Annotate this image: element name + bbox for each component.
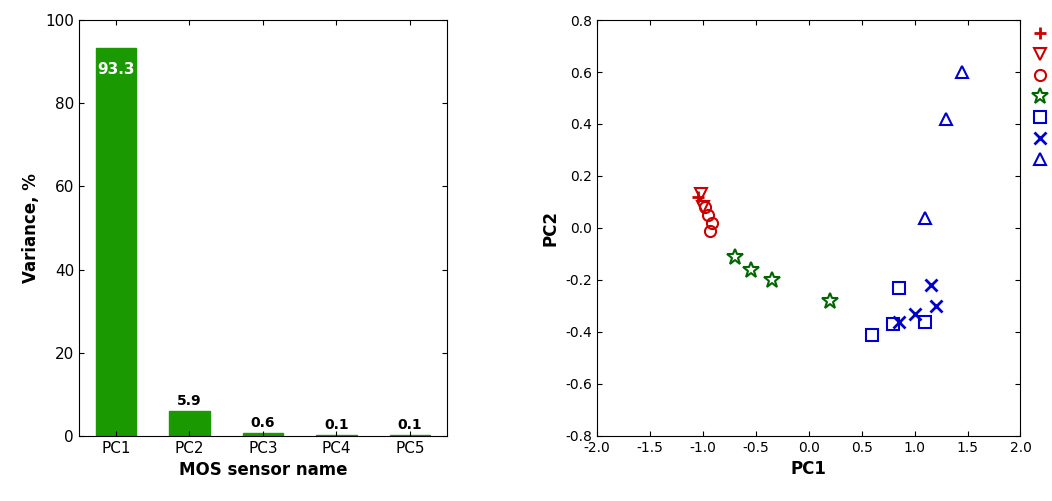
Line: 18d: 18d bbox=[919, 66, 969, 224]
Line: 6da: 6da bbox=[700, 201, 717, 236]
Line: 3da: 3da bbox=[694, 188, 709, 213]
9da bbox=[745, 267, 757, 273]
Y-axis label: Variance, %: Variance, % bbox=[22, 173, 40, 283]
9da bbox=[728, 254, 741, 260]
15d bbox=[892, 319, 905, 325]
6da bbox=[704, 227, 716, 233]
Text: 0.1: 0.1 bbox=[398, 418, 422, 432]
Legend: 1da, 3da, 6da, 9da, 12d, 15d, 18d: 1da, 3da, 6da, 9da, 12d, 15d, 18d bbox=[1025, 20, 1052, 174]
Bar bbox=[169, 411, 209, 436]
6da bbox=[702, 212, 714, 218]
Line: 15d: 15d bbox=[892, 279, 942, 328]
18d bbox=[956, 69, 969, 75]
Y-axis label: PC2: PC2 bbox=[542, 210, 560, 246]
Text: 0.1: 0.1 bbox=[324, 418, 349, 432]
12d bbox=[918, 319, 931, 325]
9da bbox=[824, 298, 836, 304]
15d bbox=[925, 282, 937, 288]
Line: 12d: 12d bbox=[867, 282, 931, 340]
12d bbox=[887, 321, 899, 327]
12d bbox=[866, 332, 878, 338]
Bar bbox=[243, 433, 283, 436]
6da bbox=[699, 204, 711, 210]
3da bbox=[696, 204, 709, 210]
Line: 9da: 9da bbox=[727, 248, 838, 309]
Text: 93.3: 93.3 bbox=[97, 63, 135, 78]
18d bbox=[918, 214, 931, 220]
X-axis label: PC1: PC1 bbox=[791, 460, 827, 478]
X-axis label: MOS sensor name: MOS sensor name bbox=[179, 461, 347, 479]
Text: 5.9: 5.9 bbox=[177, 394, 202, 408]
9da bbox=[766, 277, 778, 283]
15d bbox=[908, 311, 920, 317]
18d bbox=[940, 116, 953, 122]
Bar bbox=[96, 48, 136, 436]
12d bbox=[892, 285, 905, 291]
15d bbox=[930, 303, 943, 309]
Text: 0.6: 0.6 bbox=[250, 416, 276, 430]
3da bbox=[694, 191, 707, 197]
6da bbox=[705, 220, 717, 226]
